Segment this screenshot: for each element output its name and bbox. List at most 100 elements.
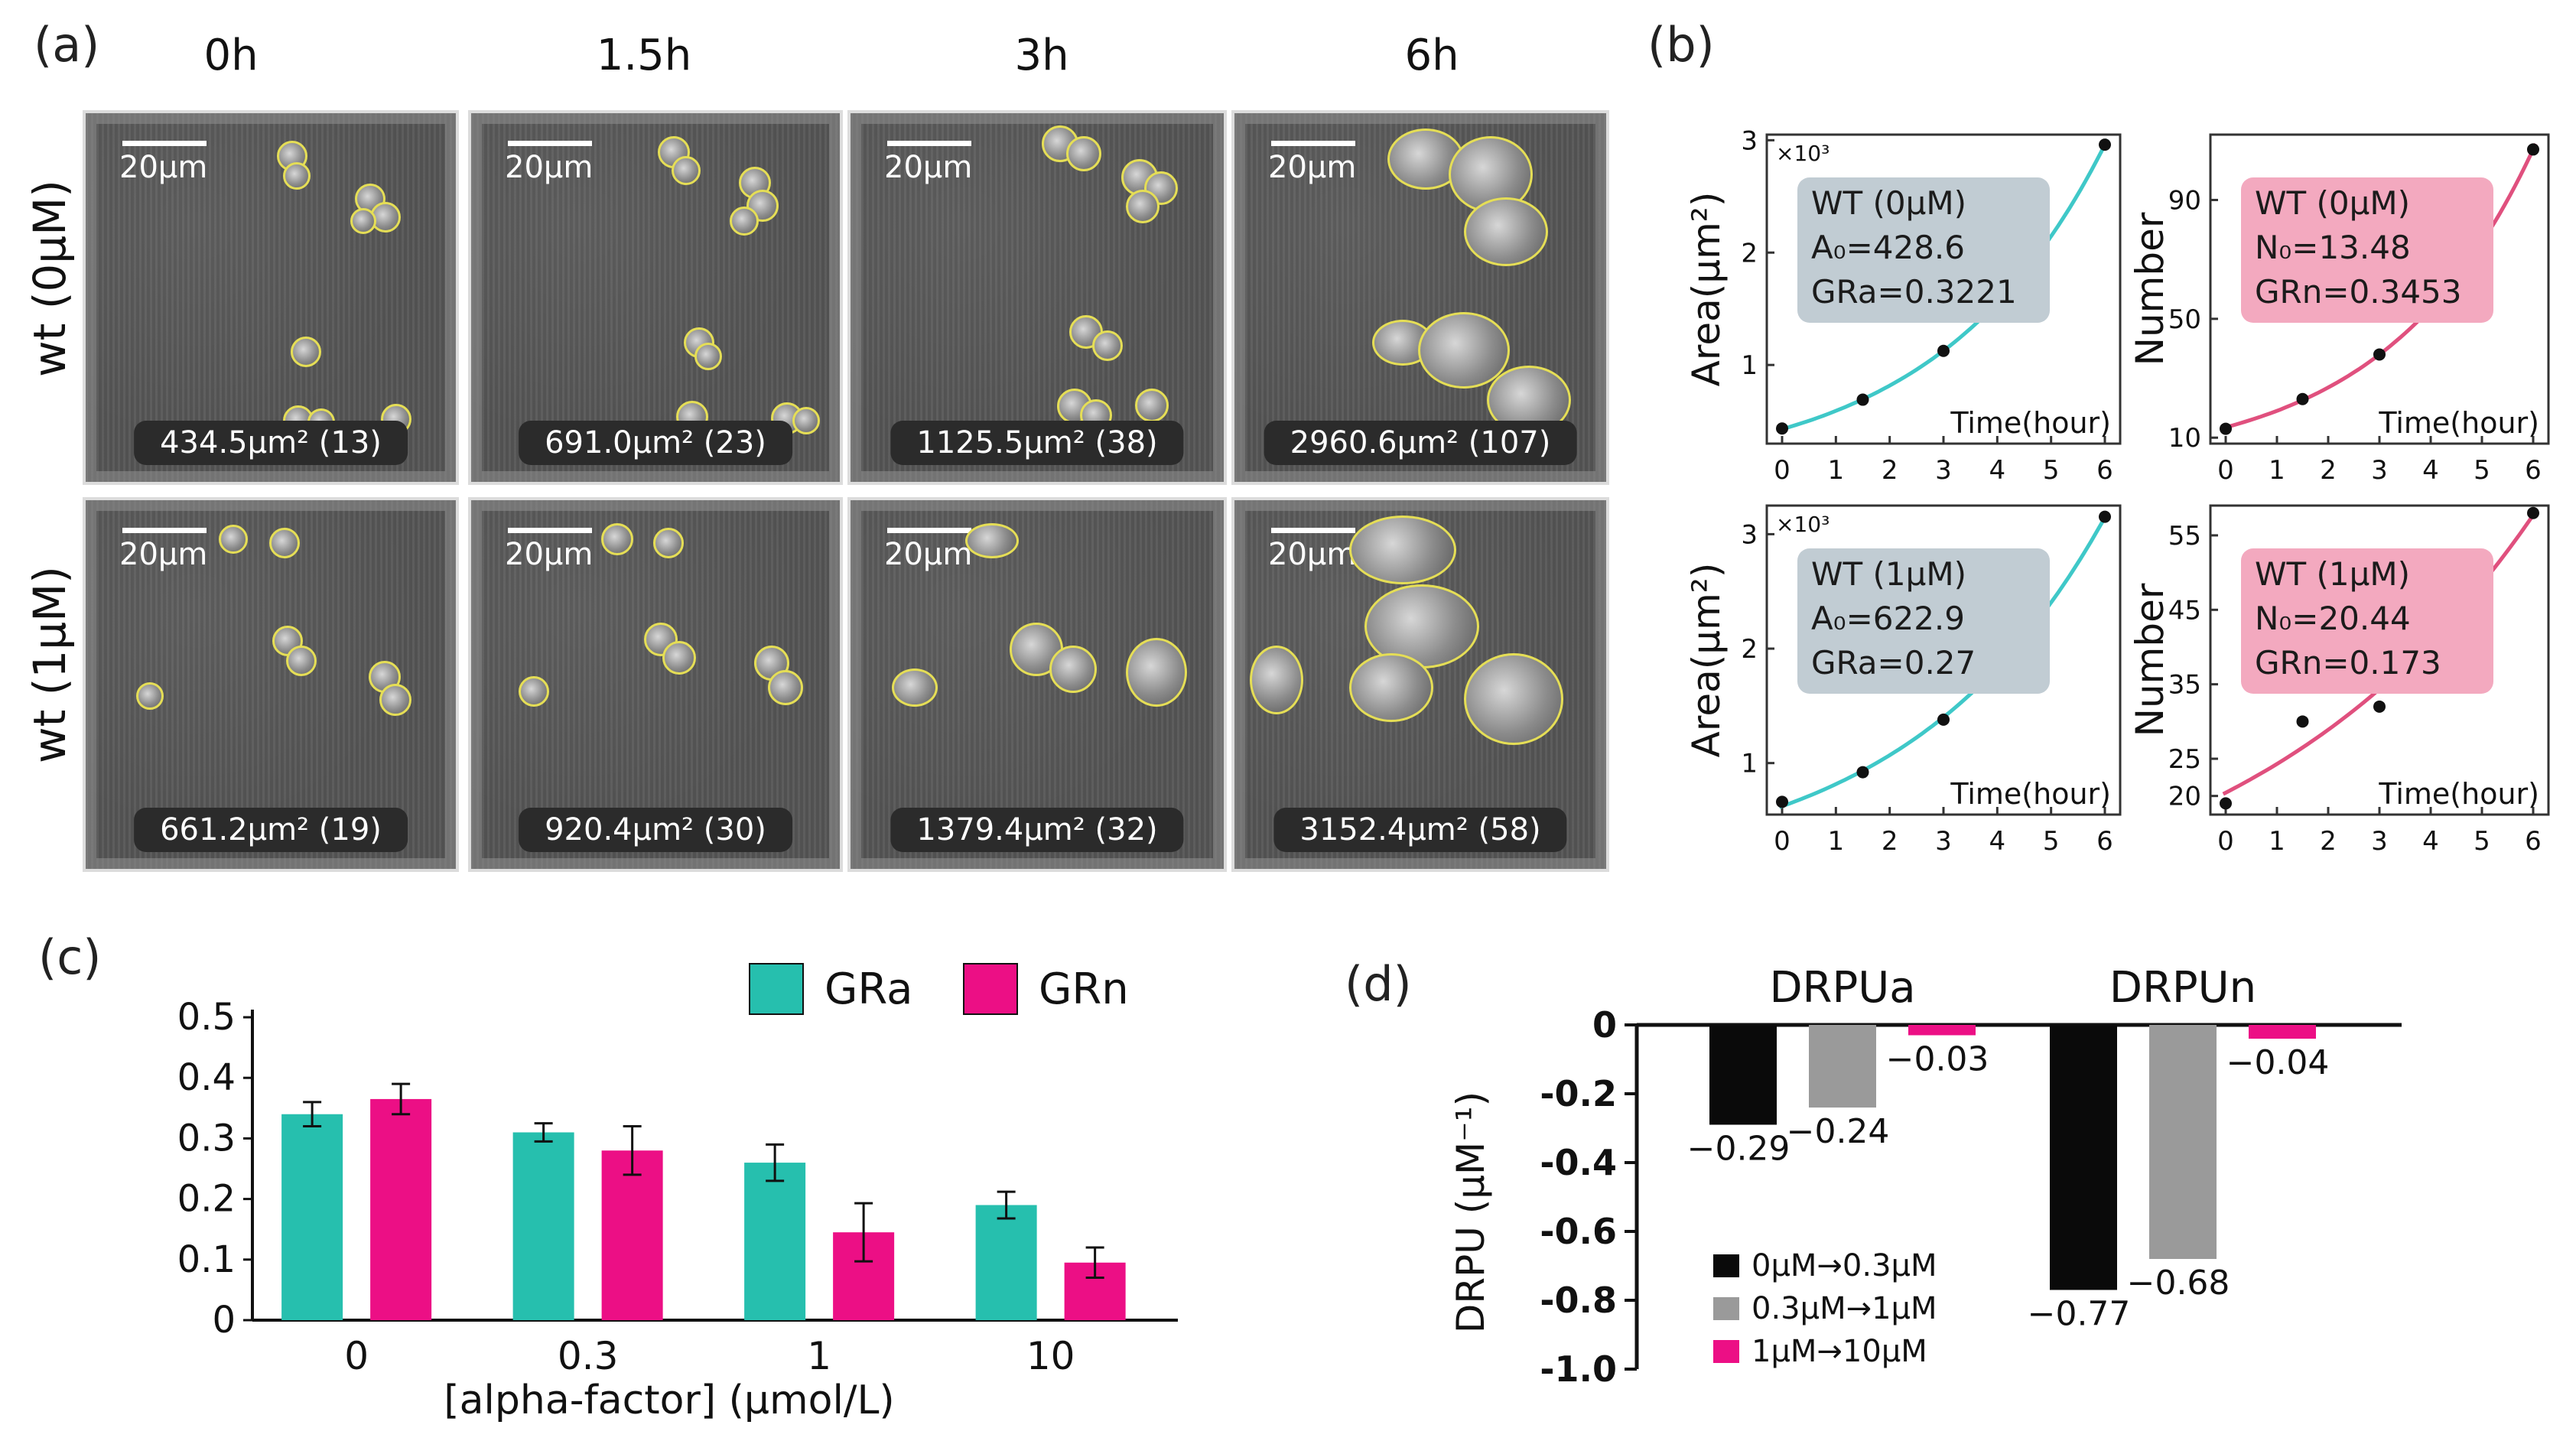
x-tick-label: 5: [2474, 455, 2490, 486]
bar: [1908, 1025, 1976, 1036]
y-tick-label: -0.2: [1540, 1073, 1617, 1114]
time-label-6h: 6h: [1404, 31, 1459, 80]
chart-svg: 0 1 2 3 4 5 6 1 2 3 Time(hour) Area(μm²) ×10³ WT (1μM…: [1684, 504, 2122, 857]
cell: [965, 523, 1019, 558]
value-label: −0.24: [1787, 1112, 1890, 1151]
legend-swatch: [1713, 1254, 1739, 1277]
legend-label: GRn: [1039, 964, 1129, 1014]
value-label: −0.04: [2226, 1043, 2330, 1082]
chart-svg: 0 0.1 0.2 0.3 0.4 0.5 0 0.3 1 10 [alpha-factor] (μ…: [177, 963, 1178, 1423]
x-tick-label: 10: [1026, 1334, 1075, 1378]
group-label: DRPUn: [2109, 963, 2256, 1013]
y-axis-label: Area(μm²): [1684, 192, 1729, 387]
bar: [2149, 1025, 2217, 1259]
panel-label-d: (d): [1345, 956, 1412, 1012]
x-tick-label: 2: [1882, 826, 1898, 857]
bar-grn: [601, 1150, 663, 1320]
y-tick-label: 50: [2168, 304, 2201, 335]
y-tick-label: -0.8: [1540, 1280, 1617, 1321]
scale-bar: [508, 141, 592, 146]
x-axis-label: Time(hour): [2378, 777, 2539, 811]
value-label: −0.29: [1687, 1130, 1791, 1169]
y-tick-label: 0.5: [177, 996, 236, 1039]
scale-bar-label: 20μm: [505, 150, 594, 185]
data-point: [2296, 392, 2309, 405]
cell: [1418, 312, 1510, 389]
micrograph-0uM-6h: 20μm 2960.6μm² (107): [1231, 110, 1609, 485]
data-point: [1776, 795, 1788, 808]
cell: [1464, 653, 1563, 745]
area-count-caption: 3152.4μm² (58): [1273, 808, 1567, 852]
scale-bar-label: 20μm: [884, 150, 973, 185]
value-label: −0.68: [2127, 1264, 2230, 1303]
x-tick-label: 4: [1989, 826, 2006, 857]
scale-bar-label: 20μm: [1268, 150, 1357, 185]
x-tick-label: 0: [1774, 455, 1791, 486]
chart-svg: 0 1 2 3 4 5 6 1 2 3 Time(hour) Area(μm²) ×10³ WT (0μM…: [1684, 125, 2122, 486]
x-tick-label: 0: [1774, 826, 1791, 857]
axis-multiplier: ×10³: [1776, 141, 1830, 166]
y-tick-label: 1: [1741, 749, 1758, 779]
chart-b-number-1: 0 1 2 3 4 5 6 20 25 35 45 55 Time(hour) Number WT (1μM…: [2126, 478, 2570, 876]
cell: [136, 682, 164, 710]
row-label-wt-1uM: wt (1μM): [24, 566, 76, 763]
cell: [1126, 638, 1187, 707]
panel-label-c: (c): [38, 929, 102, 985]
value-label: −0.03: [1886, 1040, 1989, 1079]
bar-gra: [512, 1132, 574, 1320]
cell: [379, 684, 411, 716]
info-box-line: GRa=0.3221: [1811, 273, 2017, 311]
chart-svg: 0 -0.2 -0.4 -0.6 -0.8 -1.0 DRPU (μM⁻¹) DRPUa −0.…: [1449, 963, 2402, 1390]
x-tick-label: 1: [807, 1334, 831, 1378]
cell: [269, 528, 300, 558]
cell: [283, 162, 311, 190]
data-point: [2373, 700, 2386, 713]
cell: [1069, 315, 1103, 349]
area-count-caption: 661.2μm² (19): [134, 808, 408, 852]
cell: [672, 156, 701, 185]
cell: [768, 670, 803, 705]
x-tick-label: 6: [2525, 826, 2542, 857]
info-box-line: A₀=428.6: [1811, 229, 1965, 266]
x-tick-label: 1: [1828, 826, 1845, 857]
area-count-caption: 1125.5μm² (38): [890, 421, 1184, 465]
cell: [662, 641, 696, 675]
cell: [1250, 646, 1303, 714]
data-point: [2527, 143, 2539, 156]
info-box: [2241, 177, 2493, 323]
data-point: [1856, 766, 1869, 779]
info-box-line: GRa=0.27: [1811, 644, 1976, 681]
x-tick-label: 0.3: [558, 1334, 619, 1378]
legend-swatch: [963, 963, 1018, 1015]
cell: [694, 343, 722, 370]
group-label: DRPUa: [1769, 963, 1915, 1013]
bar: [2050, 1025, 2117, 1290]
y-tick-label: 25: [2168, 744, 2201, 775]
y-axis-label: Number: [2128, 583, 2172, 737]
scale-bar: [122, 141, 207, 146]
y-tick-label: 55: [2168, 521, 2201, 551]
legend-label: GRa: [825, 964, 912, 1014]
x-tick-label: 5: [2474, 826, 2490, 857]
cell: [746, 190, 779, 222]
cell: [1049, 646, 1097, 693]
y-tick-label: 0.3: [177, 1117, 236, 1160]
chamber-frame: [851, 500, 1224, 869]
scale-bar: [122, 528, 207, 533]
cell: [792, 407, 820, 434]
y-tick-label: -0.6: [1540, 1211, 1617, 1252]
x-tick-label: 5: [2043, 455, 2060, 486]
info-box-line: WT (0μM): [1811, 184, 1966, 222]
micrograph-0uM-3h: 20μm 1125.5μm² (38): [847, 110, 1227, 485]
scale-bar: [508, 528, 592, 533]
x-axis-label: Time(hour): [2378, 406, 2539, 440]
y-tick-label: 0: [1592, 1004, 1617, 1046]
y-tick-label: 0.1: [177, 1238, 236, 1281]
legend-swatch: [749, 963, 804, 1015]
y-tick-label: 90: [2168, 185, 2201, 216]
y-tick-label: 10: [2168, 423, 2201, 454]
area-count-caption: 2960.6μm² (107): [1264, 421, 1577, 465]
legend-label: 1μM→10μM: [1751, 1334, 1927, 1369]
cell: [653, 528, 684, 558]
cell: [291, 337, 321, 367]
